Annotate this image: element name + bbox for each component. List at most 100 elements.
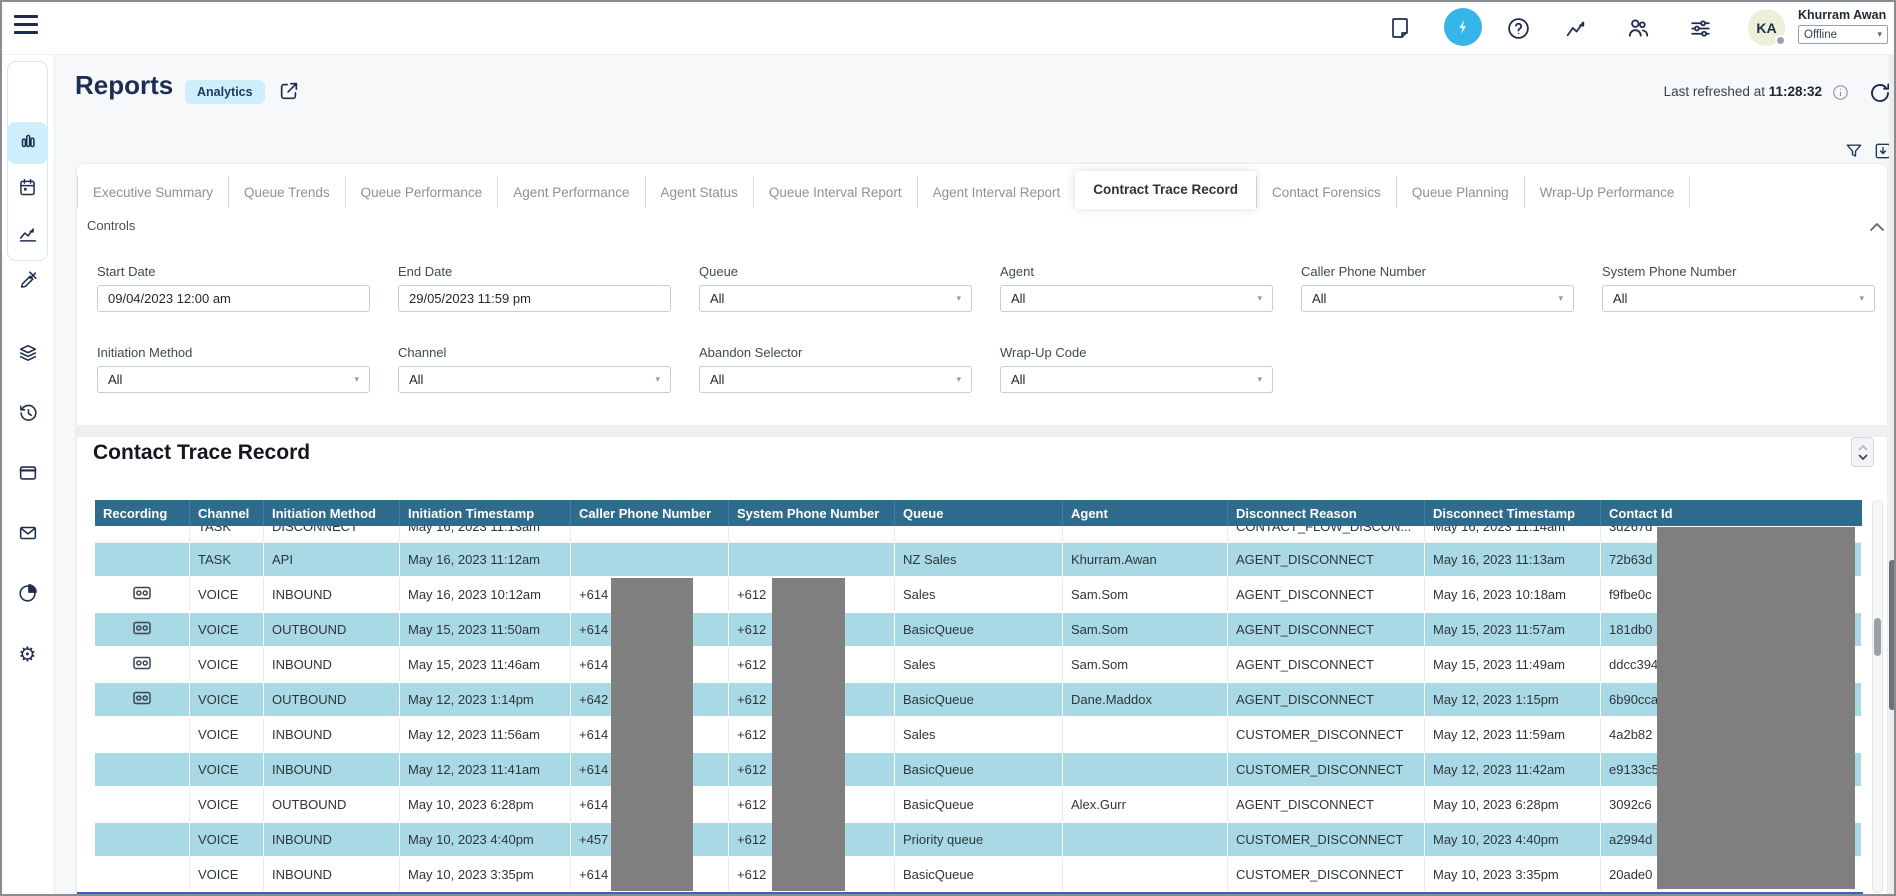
cell-disconnect-timestamp: May 12, 2023 1:15pm: [1425, 683, 1601, 716]
wrap-up-code-select[interactable]: All ▾: [1000, 366, 1273, 393]
column-header-initiation-timestamp[interactable]: Initiation Timestamp: [400, 500, 571, 526]
sidebar-item-reports[interactable]: [7, 122, 48, 164]
initiation-method-select[interactable]: All ▾: [97, 366, 370, 393]
tab-contract-trace-record[interactable]: Contract Trace Record: [1075, 170, 1257, 209]
channel-select[interactable]: All ▾: [398, 366, 671, 393]
sidebar-item-schedule[interactable]: [7, 169, 48, 211]
field-value: All: [1011, 291, 1026, 306]
people-icon[interactable]: [1624, 14, 1652, 42]
sidebar-item-mail[interactable]: [7, 514, 48, 556]
sidebar-item-history[interactable]: [7, 394, 48, 436]
queue-select[interactable]: All ▾: [699, 285, 972, 312]
tab-queue-trends[interactable]: Queue Trends: [228, 176, 345, 208]
column-header-agent[interactable]: Agent: [1063, 500, 1228, 526]
sidebar-item-browser[interactable]: [7, 454, 48, 496]
column-header-caller-phone-number[interactable]: Caller Phone Number: [571, 500, 729, 526]
sidebar-item-queues[interactable]: [7, 334, 48, 376]
cell-initiation-timestamp: May 12, 2023 11:56am: [400, 718, 571, 751]
horizontal-scrollbar[interactable]: [77, 892, 1863, 896]
recording-icon[interactable]: [133, 656, 151, 673]
sidebar: ⚙: [0, 55, 55, 896]
agent-select[interactable]: All ▾: [1000, 285, 1273, 312]
column-header-channel[interactable]: Channel: [190, 500, 264, 526]
table-row[interactable]: VOICE INBOUND May 10, 2023 3:35pm +614 +612 B…: [95, 858, 1862, 893]
contact-id-prefix: f9fbe0c: [1609, 587, 1652, 602]
page-scrollbar-track[interactable]: [1889, 55, 1896, 896]
filter-icon[interactable]: [1844, 141, 1864, 161]
tab-queue-planning[interactable]: Queue Planning: [1395, 176, 1524, 208]
controls-fields: Start Date 09/04/2023 12:00 am End Date 29/…: [97, 264, 1875, 393]
table-row[interactable]: VOICE INBOUND May 12, 2023 11:41am +614 +612…: [95, 753, 1862, 788]
table-row[interactable]: VOICE OUTBOUND May 15, 2023 11:50am +614 +61…: [95, 613, 1862, 648]
column-header-contact-id[interactable]: Contact Id: [1601, 500, 1862, 526]
system-phone-number-select[interactable]: All ▾: [1602, 285, 1875, 312]
collapse-chevron-up-icon[interactable]: [1869, 220, 1885, 232]
cell-disconnect-timestamp: May 16, 2023 10:18am: [1425, 578, 1601, 611]
caller-phone-number-select[interactable]: All ▾: [1301, 285, 1574, 312]
tab-agent-status[interactable]: Agent Status: [644, 176, 753, 208]
column-header-disconnect-reason[interactable]: Disconnect Reason: [1228, 500, 1425, 526]
table-row[interactable]: VOICE OUTBOUND May 10, 2023 6:28pm +614 +612…: [95, 788, 1862, 823]
tab-executive-summary[interactable]: Executive Summary: [77, 176, 228, 208]
scroll-stepper[interactable]: [1851, 437, 1874, 467]
recording-icon[interactable]: [133, 621, 151, 638]
last-refreshed-time: 11:28:32: [1768, 84, 1822, 99]
tab-queue-interval-report[interactable]: Queue Interval Report: [752, 176, 917, 208]
cell-agent: Dane.Maddox: [1063, 683, 1228, 716]
tab-contact-forensics[interactable]: Contact Forensics: [1256, 176, 1396, 208]
column-header-system-phone-number[interactable]: System Phone Number: [729, 500, 895, 526]
abandon-selector-select[interactable]: All ▾: [699, 366, 972, 393]
table-scrollbar-thumb[interactable]: [1874, 618, 1881, 656]
table-row[interactable]: VOICE INBOUND May 16, 2023 10:12am +614 +612…: [95, 578, 1862, 613]
cell-initiation-timestamp: May 12, 2023 1:14pm: [400, 683, 571, 716]
table-row[interactable]: TASK DISCONNECT May 16, 2023 11:13am CONTAC…: [95, 526, 1862, 543]
tab-wrap-up-performance[interactable]: Wrap-Up Performance: [1523, 176, 1691, 208]
tab-agent-interval-report[interactable]: Agent Interval Report: [916, 176, 1076, 208]
refresh-icon[interactable]: [1868, 81, 1892, 105]
lightning-bolt-icon[interactable]: [1444, 8, 1482, 46]
column-header-queue[interactable]: Queue: [895, 500, 1063, 526]
recording-icon[interactable]: [133, 586, 151, 603]
sliders-icon[interactable]: [1686, 14, 1714, 42]
sidebar-item-trends[interactable]: [7, 215, 48, 257]
external-link-icon[interactable]: [278, 80, 300, 102]
contact-id-prefix: 181db0: [1609, 622, 1653, 637]
cell-initiation-timestamp: May 15, 2023 11:50am: [400, 613, 571, 646]
page-scrollbar-thumb[interactable]: [1889, 560, 1896, 710]
table-row[interactable]: VOICE INBOUND May 12, 2023 11:56am +614 +612…: [95, 718, 1862, 753]
cell-caller-phone-number: +457: [571, 823, 729, 856]
info-icon[interactable]: [1832, 84, 1849, 101]
table-row[interactable]: TASK API May 16, 2023 11:12am NZ Sales Khurr…: [95, 543, 1862, 578]
sidebar-group: [7, 61, 48, 261]
cell-initiation-timestamp: May 16, 2023 10:12am: [400, 578, 571, 611]
table-row[interactable]: VOICE OUTBOUND May 12, 2023 1:14pm +642 +612…: [95, 683, 1862, 718]
tab-agent-performance[interactable]: Agent Performance: [497, 176, 644, 208]
hamburger-menu-icon[interactable]: [14, 15, 38, 37]
field-wrap-up-code: Wrap-Up Code All ▾: [1000, 345, 1273, 393]
field-value: All: [1312, 291, 1327, 306]
recording-cell: [95, 823, 190, 856]
recording-cell: [95, 683, 190, 716]
activity-chart-icon[interactable]: [1562, 14, 1590, 42]
status-select[interactable]: Offline ▾: [1798, 25, 1888, 44]
tab-queue-performance[interactable]: Queue Performance: [344, 176, 498, 208]
start-date-input[interactable]: 09/04/2023 12:00 am: [97, 285, 370, 312]
column-header-recording[interactable]: Recording: [95, 500, 190, 526]
table-row[interactable]: VOICE INBOUND May 10, 2023 4:40pm +457 +612 P…: [95, 823, 1862, 858]
note-icon[interactable]: [1386, 14, 1414, 42]
sidebar-item-settings[interactable]: ⚙: [7, 634, 48, 676]
cell-caller-phone-number: +642: [571, 683, 729, 716]
sidebar-item-analytics[interactable]: [7, 574, 48, 616]
recording-icon[interactable]: [133, 691, 151, 708]
end-date-input[interactable]: 29/05/2023 11:59 pm: [398, 285, 671, 312]
sidebar-item-design[interactable]: [7, 261, 48, 303]
table-scrollbar-track[interactable]: [1872, 500, 1883, 893]
cell-queue: BasicQueue: [895, 858, 1063, 891]
cell-disconnect-reason: CONTACT_FLOW_DISCON...: [1228, 526, 1425, 542]
cell-disconnect-timestamp: May 10, 2023 4:40pm: [1425, 823, 1601, 856]
help-icon[interactable]: [1504, 14, 1532, 42]
table-row[interactable]: VOICE INBOUND May 15, 2023 11:46am +614 +612…: [95, 648, 1862, 683]
column-header-disconnect-timestamp[interactable]: Disconnect Timestamp: [1425, 500, 1601, 526]
column-header-initiation-method[interactable]: Initiation Method: [264, 500, 400, 526]
cell-initiation-method: INBOUND: [264, 648, 400, 681]
